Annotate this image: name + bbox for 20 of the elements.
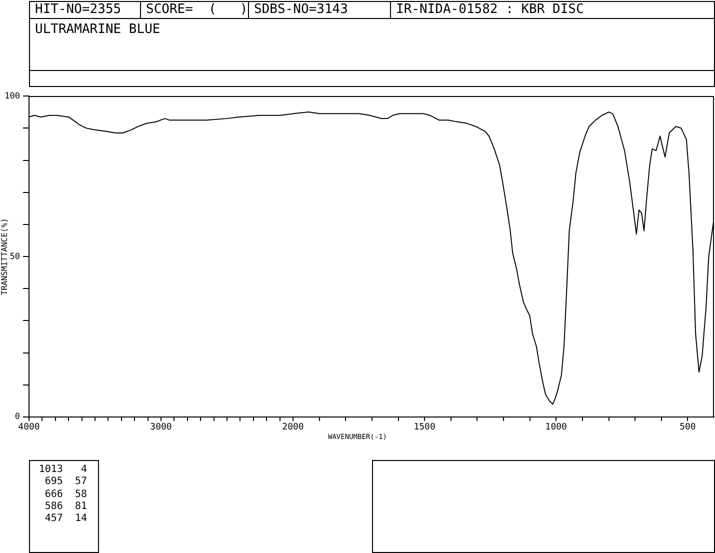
chart-title: ULTRAMARINE BLUE [35, 22, 160, 37]
x-tick-label: 3000 [150, 422, 172, 433]
text: SDBS-NO=3143 [254, 2, 348, 17]
y-tick-label: 50 [10, 252, 20, 262]
x-tick-label: 4000 [18, 422, 40, 433]
y-axis-title: TRANSMITTANCE(%) [0, 218, 9, 296]
text: 666 58 [44, 488, 87, 500]
text: 1013 4 [38, 464, 87, 475]
y-tick-label: 0 [14, 412, 20, 422]
x-tick-label: 1500 [414, 422, 436, 433]
x-tick-label: 500 [680, 422, 696, 433]
text: SCORE= ( ) [146, 2, 248, 17]
text: IR-NIDA-01582 : KBR DISC [396, 2, 584, 17]
text: 695 57 [44, 476, 87, 488]
text: HIT-NO=2355 [35, 2, 122, 17]
text: 457 14 [44, 513, 87, 524]
x-tick-label: 1000 [545, 422, 567, 433]
y-tick-label: 100 [4, 91, 20, 102]
text: 586 81 [44, 500, 87, 512]
x-tick-label: 2000 [282, 422, 304, 433]
